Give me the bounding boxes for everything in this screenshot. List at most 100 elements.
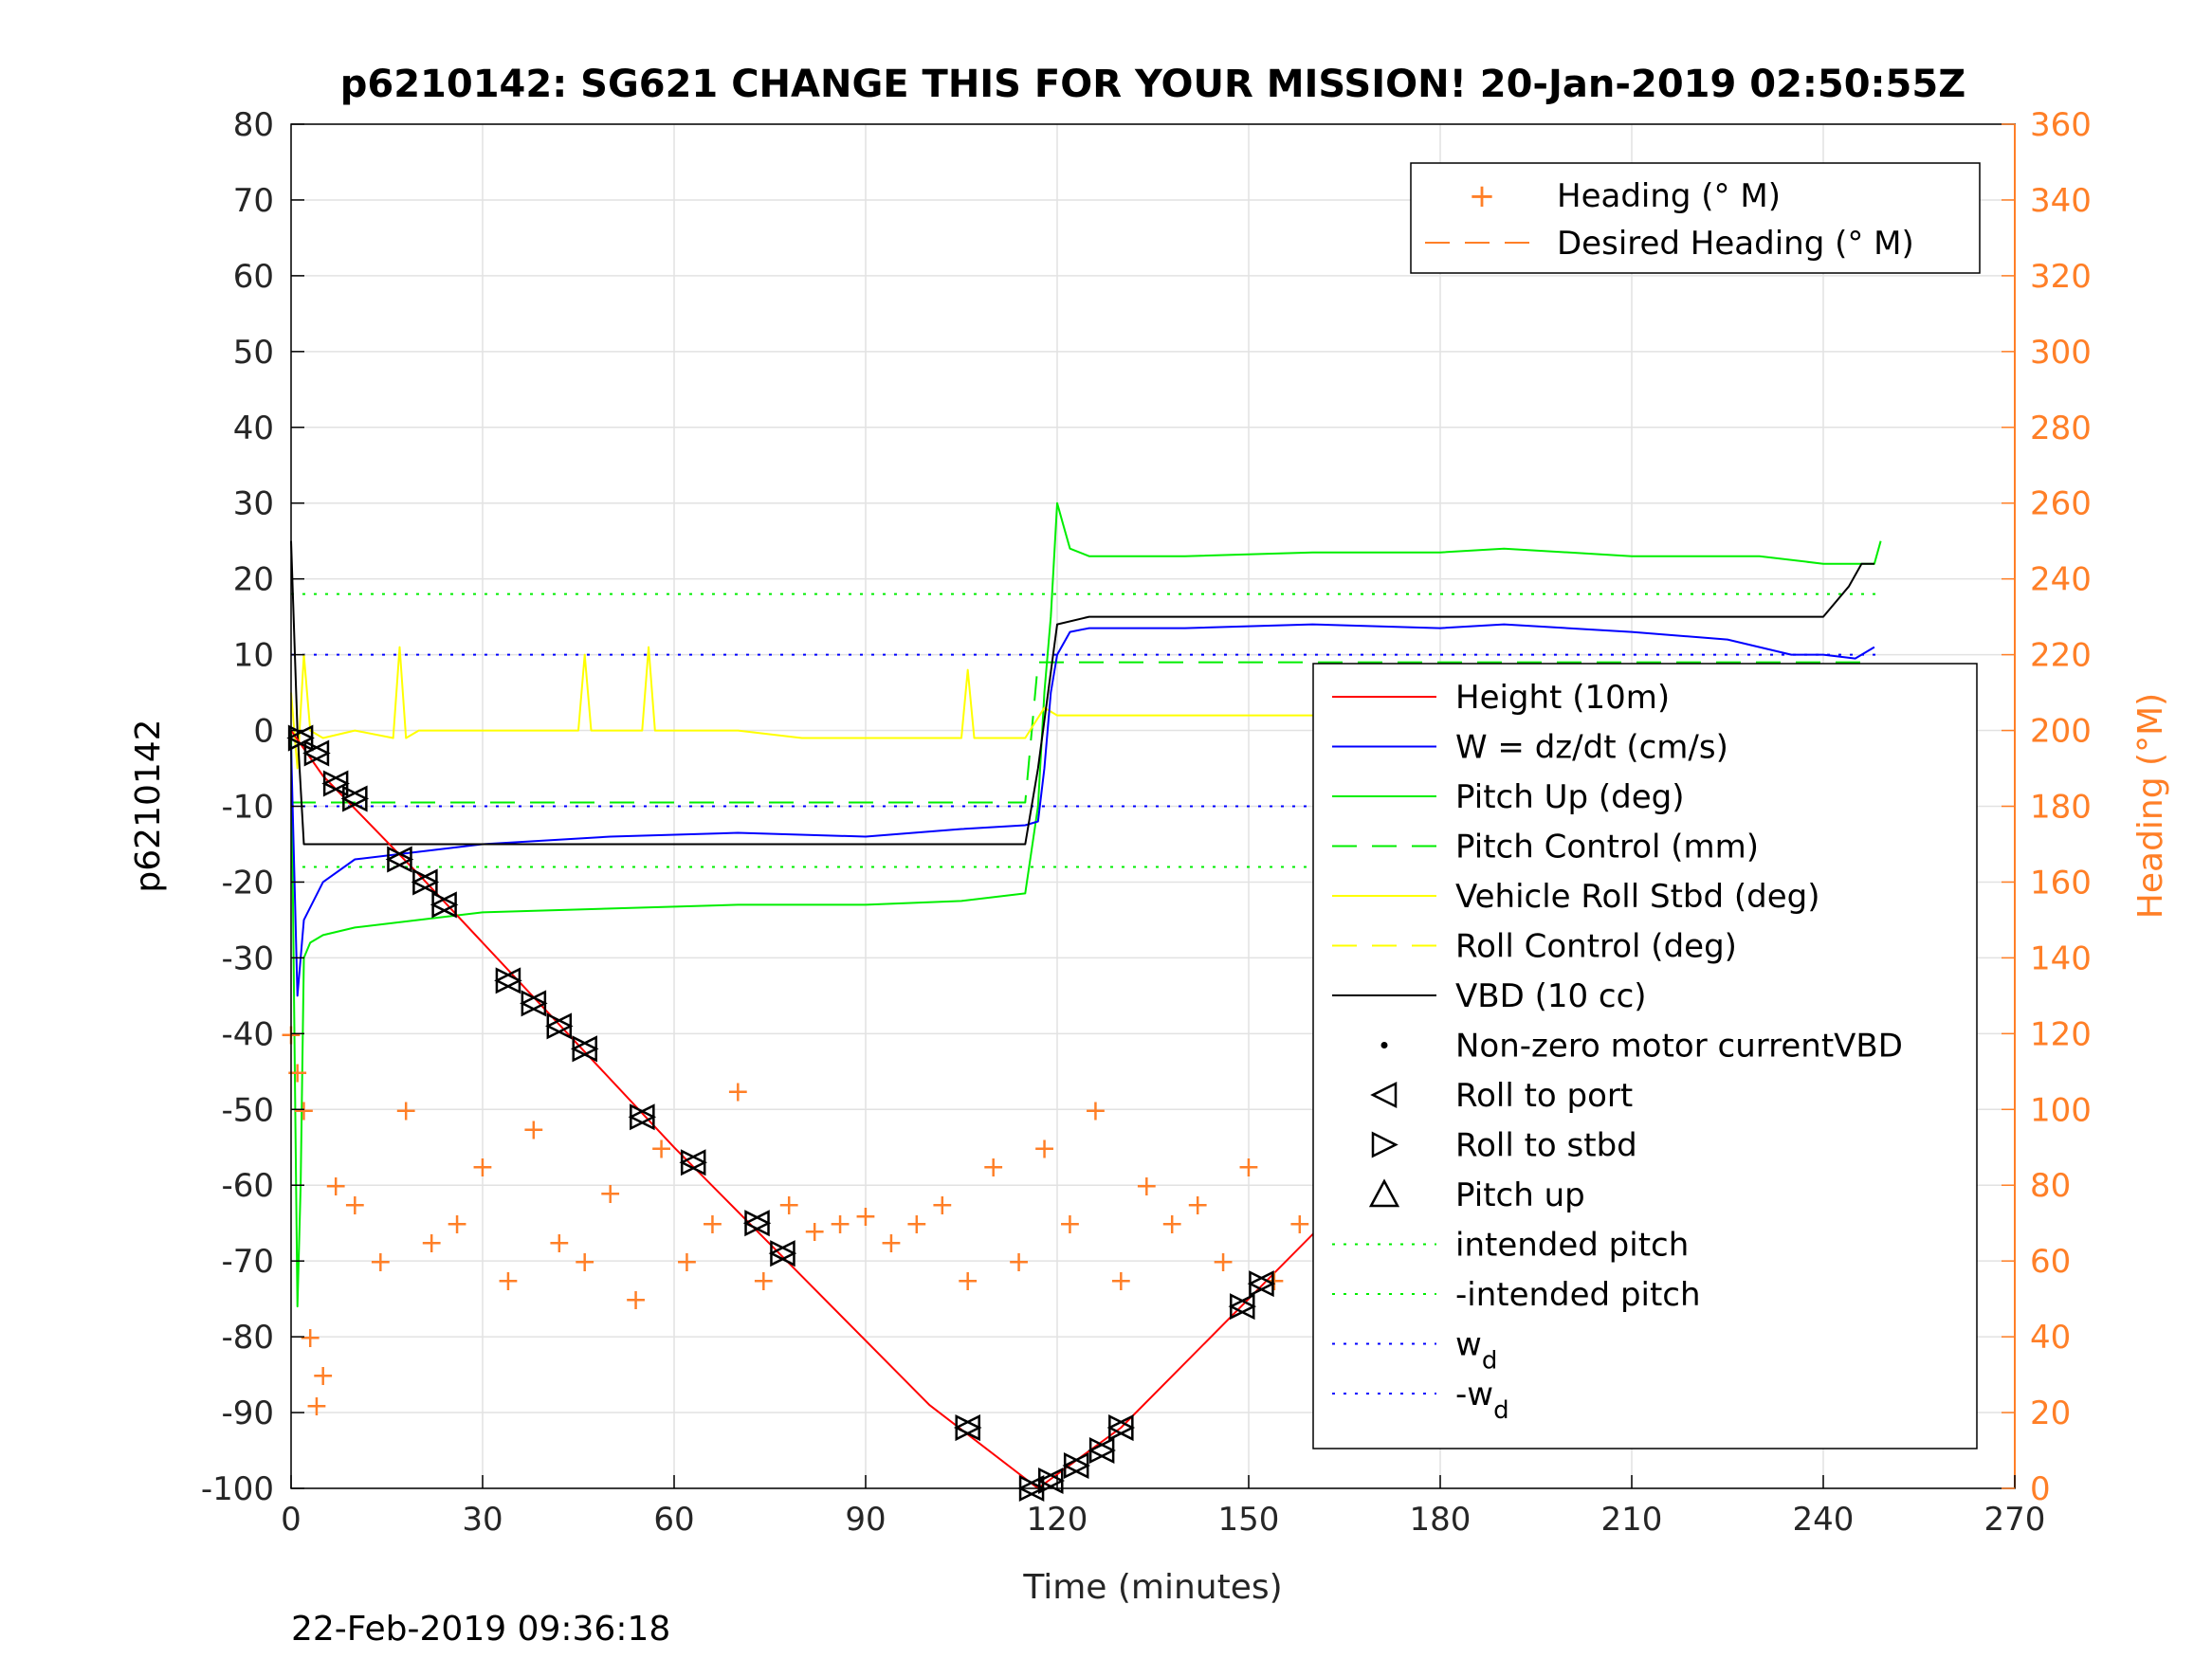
heading-point-32: + [981, 1151, 1005, 1184]
heading-point-40: + [1186, 1189, 1210, 1222]
y-tick-label-left-2: 60 [233, 258, 274, 296]
y-tick-label-left-7: 10 [233, 637, 274, 675]
heading-point-27: + [853, 1200, 877, 1233]
heading-point-29: + [905, 1208, 928, 1241]
y-tick-label-left-9: -10 [221, 789, 274, 827]
heading-point-17: + [598, 1177, 622, 1211]
legend-main-swatch-8 [1370, 1081, 1398, 1109]
y-tick-label-right-0: 360 [2030, 106, 2092, 144]
y-tick-label-right-4: 280 [2030, 410, 2092, 447]
y-tick-label-right-17: 20 [2030, 1395, 2071, 1432]
heading-point-41: + [1211, 1246, 1234, 1279]
roll-to-port-marker-6 [430, 891, 457, 919]
legend-main-label-10: Pitch up [1455, 1176, 1585, 1214]
heading-point-11: + [445, 1208, 468, 1241]
series-pitch-control [291, 661, 1874, 804]
legend-top-heading-marker: + [1469, 177, 1496, 215]
heading-point-25: + [803, 1215, 827, 1249]
y-tick-label-left-6: 20 [233, 561, 274, 599]
heading-point-7: + [343, 1189, 367, 1222]
heading-point-26: + [828, 1208, 851, 1241]
roll-to-stbd-marker-3 [342, 785, 370, 812]
heading-point-31: + [956, 1265, 979, 1298]
tick-layer: 0 30 60 90 120 150 180 210 240 270 80 70 60 50 40 30 20 1… [201, 106, 2092, 1539]
roll-to-stbd-marker-21 [1230, 1293, 1257, 1321]
y-tick-label-left-14: -60 [221, 1167, 274, 1205]
legend-main-label-2: Pitch Up (deg) [1455, 778, 1684, 816]
roll-to-stbd-marker-10 [572, 1035, 599, 1063]
y-tick-label-right-6: 240 [2030, 561, 2092, 599]
legend-main-label-1: W = dz/dt (cm/s) [1455, 729, 1728, 767]
y-tick-label-left-4: 40 [233, 410, 274, 447]
x-tick-label-8: 240 [1793, 1501, 1855, 1539]
x-axis-label: Time (minutes) [1022, 1568, 1282, 1607]
legend-top-box [1410, 162, 1981, 274]
roll-to-port-marker-12 [679, 1149, 706, 1176]
y-tick-label-right-13: 100 [2030, 1091, 2092, 1129]
roll-to-stbd-marker-20 [1108, 1414, 1136, 1442]
y-tick-label-left-17: -90 [221, 1395, 274, 1432]
heading-point-5: + [311, 1359, 335, 1393]
series-w [290, 623, 1875, 997]
legend-top: + Heading (° M) Desired Heading (° M) [1410, 162, 1981, 274]
heading-point-19: + [649, 1132, 673, 1165]
legend-main-label-5: Roll Control (deg) [1455, 928, 1737, 966]
y-tick-label-right-5: 260 [2030, 485, 2092, 523]
heading-point-21: + [701, 1208, 724, 1241]
heading-point-12: + [470, 1151, 494, 1184]
roll-to-port-marker-1 [302, 739, 330, 767]
y-tick-label-left-10: -20 [221, 864, 274, 902]
y-axis-label-left: p6210142 [129, 719, 168, 892]
legend-main-label-4: Vehicle Roll Stbd (deg) [1455, 878, 1820, 916]
y-tick-label-left-18: -100 [201, 1470, 274, 1508]
roll-to-stbd-marker-17 [1038, 1467, 1066, 1495]
heading-point-1: + [285, 1056, 309, 1089]
series-pitch-up [290, 501, 1882, 1308]
y-tick-label-left-11: -30 [221, 939, 274, 977]
x-tick-label-7: 210 [1601, 1501, 1663, 1539]
legend-main-label-12: -intended pitch [1455, 1276, 1701, 1314]
heading-point-23: + [752, 1265, 776, 1298]
y-tick-label-right-2: 320 [2030, 258, 2092, 296]
heading-point-24: + [777, 1189, 801, 1222]
timestamp: 22-Feb-2019 09:36:18 [291, 1610, 670, 1649]
y-tick-label-right-8: 200 [2030, 713, 2092, 751]
legend-main-box [1312, 663, 1978, 1449]
heading-point-6: + [324, 1170, 348, 1203]
heading-point-15: + [547, 1227, 571, 1260]
legend-top-desired-heading-label: Desired Heading (° M) [1557, 225, 1914, 263]
heading-point-10: + [420, 1227, 444, 1260]
y-tick-label-right-18: 0 [2030, 1470, 2051, 1508]
heading-point-3: + [299, 1322, 322, 1355]
roll-to-stbd-marker-7 [495, 967, 522, 994]
heading-point-28: + [879, 1227, 903, 1260]
roll-to-port-marker-7 [494, 967, 521, 994]
y-tick-label-right-14: 80 [2030, 1167, 2071, 1205]
roll-to-stbd-marker-8 [521, 990, 548, 1017]
x-tick-label-4: 120 [1027, 1501, 1088, 1539]
heading-point-30: + [930, 1189, 954, 1222]
legend-main-subscript-14: d [1493, 1396, 1509, 1425]
y-tick-label-right-11: 140 [2030, 939, 2092, 977]
heading-point-42: + [1236, 1151, 1260, 1184]
heading-point-35: + [1058, 1208, 1082, 1241]
x-tick-label-9: 270 [1984, 1501, 2046, 1539]
heading-point-14: + [521, 1113, 545, 1146]
legend-main-subscript-13: d [1482, 1347, 1498, 1376]
heading-point-39: + [1161, 1208, 1184, 1241]
roll-to-stbd-marker-0 [287, 724, 315, 752]
roll-to-stbd-marker-14 [770, 1240, 797, 1267]
roll-to-stbd-marker-11 [630, 1103, 657, 1131]
heading-point-38: + [1135, 1170, 1159, 1203]
chart-title: p6210142: SG621 CHANGE THIS FOR YOUR MIS… [340, 63, 1965, 106]
legend-main-swatch-9 [1371, 1131, 1398, 1158]
roll-to-stbd-marker-22 [1249, 1270, 1276, 1298]
y-tick-label-right-9: 180 [2030, 789, 2092, 827]
legend-main-label-11: intended pitch [1455, 1227, 1689, 1265]
x-tick-label-6: 180 [1410, 1501, 1472, 1539]
y-tick-label-right-7: 220 [2030, 637, 2092, 675]
heading-point-4: + [304, 1390, 328, 1423]
roll-to-stbd-marker-13 [744, 1210, 772, 1237]
x-tick-label-3: 90 [845, 1501, 886, 1539]
